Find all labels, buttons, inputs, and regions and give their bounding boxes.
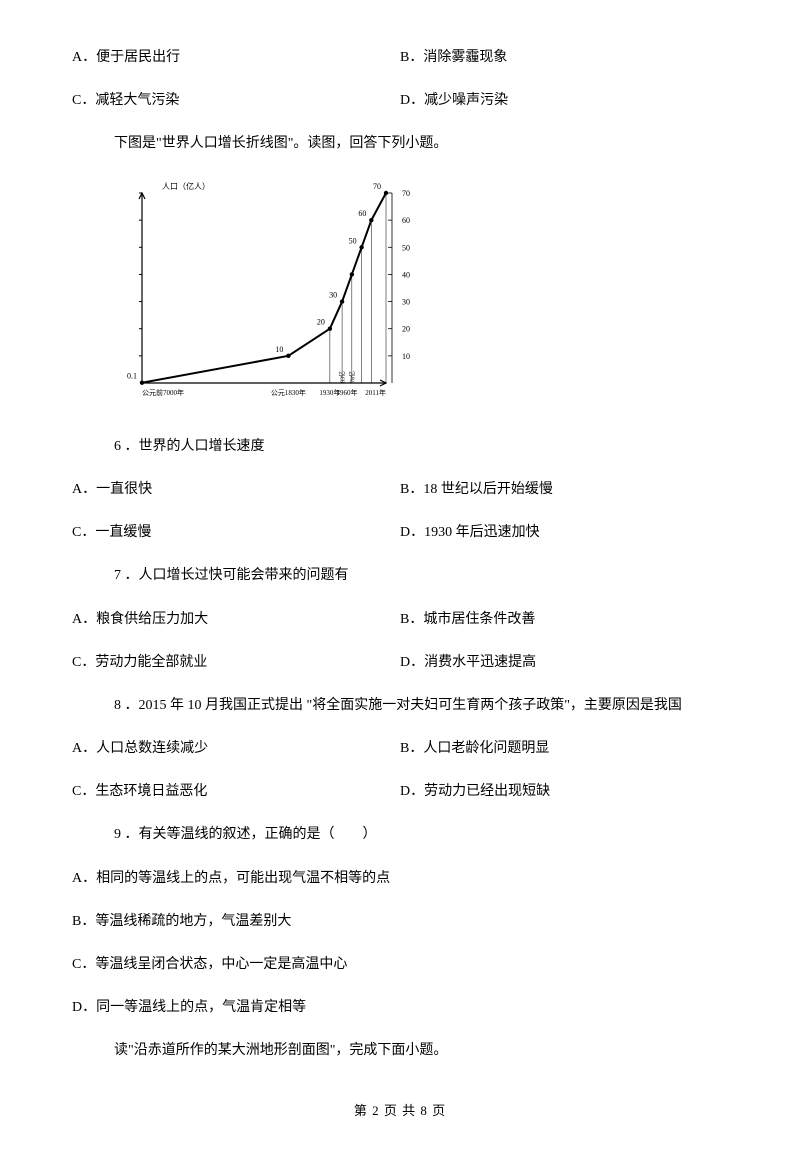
q5-row2: C．减轻大气污染 D．减少噪声污染 — [72, 88, 728, 113]
svg-text:70: 70 — [373, 182, 381, 191]
q9-option-a: A．相同的等温线上的点，可能出现气温不相等的点 — [72, 866, 728, 891]
q7-option-a: A．粮食供给压力加大 — [72, 607, 400, 632]
q6-row1: A．一直很快 B．18 世纪以后开始缓慢 — [72, 477, 728, 502]
svg-text:20: 20 — [317, 317, 325, 326]
q6-option-b: B．18 世纪以后开始缓慢 — [400, 477, 728, 502]
q9-option-c: C．等温线呈闭合状态，中心一定是高温中心 — [72, 952, 728, 977]
q7-option-c: C．劳动力能全部就业 — [72, 650, 400, 675]
svg-text:30: 30 — [329, 290, 337, 299]
population-chart: 10 20 30 40 50 60 70 人口（亿人） 0.1 10 20 30 50 60 70 公元前70… — [114, 175, 728, 414]
q8-row2: C．生态环境日益恶化 D．劳动力已经出现短缺 — [72, 779, 728, 804]
svg-text:公元1830年: 公元1830年 — [271, 388, 306, 397]
svg-text:78亿: 78亿 — [348, 371, 356, 383]
q6-row2: C．一直缓慢 D．1930 年后迅速加快 — [72, 520, 728, 545]
q6-option-a: A．一直很快 — [72, 477, 400, 502]
q8-option-b: B．人口老龄化问题明显 — [400, 736, 728, 761]
q9-stem: 9 ．有关等温线的叙述，正确的是（ ） — [72, 822, 728, 847]
q9-option-d: D．同一等温线上的点，气温肯定相等 — [72, 995, 728, 1020]
document-page: A．便于居民出行 B．消除雾霾现象 C．减轻大气污染 D．减少噪声污染 下图是"… — [0, 0, 800, 1152]
q7-option-d: D．消费水平迅速提高 — [400, 650, 728, 675]
q5-option-c: C．减轻大气污染 — [72, 88, 400, 113]
svg-text:50: 50 — [349, 236, 357, 245]
q6-stem: 6 ．世界的人口增长速度 — [72, 434, 728, 459]
q7-stem: 7 ．人口增长过快可能会带来的问题有 — [72, 563, 728, 588]
q8-row1: A．人口总数连续减少 B．人口老龄化问题明显 — [72, 736, 728, 761]
svg-text:2011年: 2011年 — [365, 388, 386, 397]
svg-text:50: 50 — [402, 243, 410, 252]
q7-row2: C．劳动力能全部就业 D．消费水平迅速提高 — [72, 650, 728, 675]
page-footer: 第 2 页 共 8 页 — [72, 1099, 728, 1122]
q5-option-b: B．消除雾霾现象 — [400, 45, 728, 70]
svg-text:10: 10 — [402, 351, 410, 360]
q7-option-b: B．城市居住条件改善 — [400, 607, 728, 632]
q8-stem: 8 ．2015 年 10 月我国正式提出 "将全面实施一对夫妇可生育两个孩子政策… — [72, 693, 728, 718]
svg-text:60: 60 — [402, 216, 410, 225]
svg-text:20: 20 — [402, 324, 410, 333]
svg-text:公元前7000年: 公元前7000年 — [142, 388, 184, 397]
q8-option-a: A．人口总数连续减少 — [72, 736, 400, 761]
svg-text:40: 40 — [402, 270, 410, 279]
svg-text:10: 10 — [275, 344, 283, 353]
q9-option-b: B．等温线稀疏的地方，气温差别大 — [72, 909, 728, 934]
q5-row1: A．便于居民出行 B．消除雾霾现象 — [72, 45, 728, 70]
svg-text:0.1: 0.1 — [127, 371, 137, 380]
svg-text:83亿: 83亿 — [339, 371, 347, 383]
line-chart-svg: 10 20 30 40 50 60 70 人口（亿人） 0.1 10 20 30 50 60 70 公元前70… — [114, 175, 414, 405]
svg-text:60: 60 — [358, 209, 366, 218]
q5-option-a: A．便于居民出行 — [72, 45, 400, 70]
svg-text:人口（亿人）: 人口（亿人） — [162, 181, 210, 191]
svg-text:70: 70 — [402, 189, 410, 198]
chart-intro-text: 下图是"世界人口增长折线图"。读图，回答下列小题。 — [72, 131, 728, 156]
svg-text:30: 30 — [402, 297, 410, 306]
q7-row1: A．粮食供给压力加大 B．城市居住条件改善 — [72, 607, 728, 632]
closing-text: 读"沿赤道所作的某大洲地形剖面图"，完成下面小题。 — [72, 1038, 728, 1063]
q8-option-c: C．生态环境日益恶化 — [72, 779, 400, 804]
svg-text:1960年: 1960年 — [336, 388, 357, 397]
q6-option-d: D．1930 年后迅速加快 — [400, 520, 728, 545]
q8-option-d: D．劳动力已经出现短缺 — [400, 779, 728, 804]
q6-option-c: C．一直缓慢 — [72, 520, 400, 545]
q5-option-d: D．减少噪声污染 — [400, 88, 728, 113]
